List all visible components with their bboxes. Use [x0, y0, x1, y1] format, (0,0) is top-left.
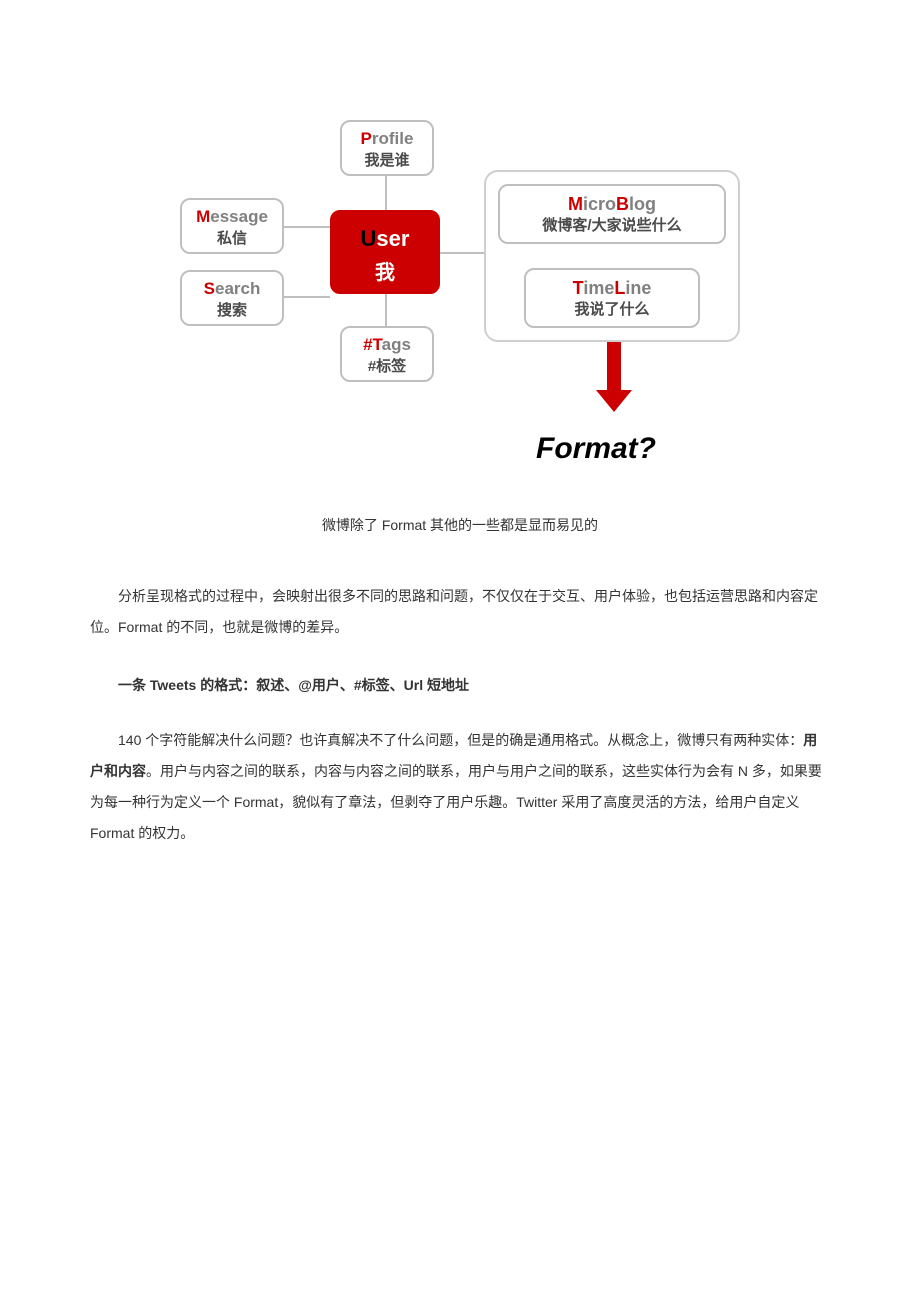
search-node: Search搜索 [180, 270, 284, 326]
para2-part-b: 。用户与内容之间的联系，内容与内容之间的联系，用户与用户之间的联系，这些实体行为… [90, 763, 822, 841]
paragraph-1: 分析呈现格式的过程中，会映射出很多不同的思路和问题，不仅仅在于交互、用户体验，也… [90, 581, 830, 643]
tags-node: #Tags#标签 [340, 326, 434, 382]
microblog-concept-diagram: Profile我是谁 Message私信 Search搜索 #Tags#标签 M… [180, 120, 740, 480]
connector [385, 176, 387, 210]
para2-part-a: 140 个字符能解决什么问题？也许真解决不了什么问题，但是的确是通用格式。从概念… [118, 732, 803, 748]
section-heading: 一条 Tweets 的格式：叙述、@用户、#标签、Url 短地址 [90, 670, 830, 701]
paragraph-2: 140 个字符能解决什么问题？也许真解决不了什么问题，但是的确是通用格式。从概念… [90, 725, 830, 848]
format-label: Format? [536, 416, 656, 482]
connector [284, 296, 330, 298]
format-arrow [596, 342, 632, 412]
timeline-node: TimeLine我说了什么 [524, 268, 700, 328]
profile-node: Profile我是谁 [340, 120, 434, 176]
microblog-node: MicroBlog微博客/大家说些什么 [498, 184, 726, 244]
connector [284, 226, 330, 228]
connector [385, 294, 387, 326]
user-node: User我 [330, 210, 440, 294]
message-node: Message私信 [180, 198, 284, 254]
connector [440, 252, 484, 254]
diagram-caption: 微博除了 Format 其他的一些都是显而易见的 [90, 510, 830, 541]
